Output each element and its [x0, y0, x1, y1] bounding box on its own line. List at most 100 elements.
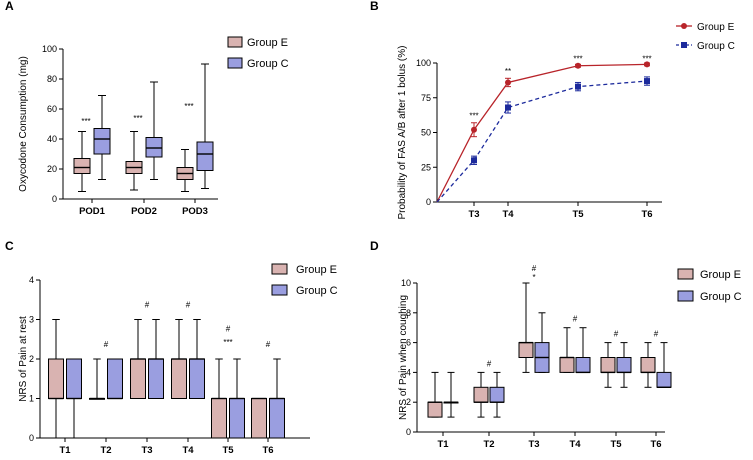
box-group-e — [125, 131, 143, 191]
panel-letter: C — [5, 239, 14, 253]
series-group-e — [436, 61, 650, 203]
x-tick-label: POD2 — [131, 206, 157, 217]
box-group-c — [656, 342, 672, 388]
box-group-e — [251, 397, 267, 439]
x-tick-label: T1 — [59, 445, 71, 456]
data-point — [471, 157, 477, 164]
box-body — [148, 358, 164, 399]
panel-d: D 0 2 4 6 8 10 NRS of Pain when coughing T1 T2 T3 T… — [370, 239, 742, 450]
panel-b: B 0 25 50 75 100 Probability of FAS A/B after … — [370, 0, 735, 220]
y-axis-label: NRS of Pain at rest — [18, 316, 29, 402]
box-body — [640, 357, 656, 373]
box-group-e — [559, 327, 575, 373]
y-tick-label: 0 — [52, 194, 57, 204]
x-tick-label: T1 — [437, 439, 449, 450]
significance-marker: # — [487, 359, 492, 368]
significance-marker: *** — [573, 55, 582, 64]
legend-swatch — [677, 268, 694, 280]
significance-marker: *** — [184, 102, 193, 111]
legend-label: Group C — [697, 41, 735, 52]
significance-marker: # — [573, 315, 578, 324]
box-group-c — [93, 95, 111, 180]
box-group-c — [489, 371, 505, 418]
y-tick-label: 0 — [406, 427, 411, 437]
y-tick-label: 3 — [29, 315, 34, 325]
y-tick-label: 80 — [47, 74, 57, 84]
box-group-c — [145, 81, 163, 180]
panel-letter: D — [370, 239, 379, 253]
y-tick-label: 100 — [42, 44, 57, 54]
y-tick-label: 0 — [426, 197, 431, 207]
box-group-c — [66, 358, 82, 439]
box-group-e — [211, 358, 227, 439]
box-group-c — [534, 312, 550, 373]
x-tick-label: T2 — [100, 445, 111, 456]
box-body — [489, 386, 505, 403]
legend-swatch — [271, 284, 288, 296]
data-point — [575, 83, 581, 90]
significance-marker: # — [532, 264, 537, 273]
box-body — [473, 386, 489, 403]
box-body — [73, 158, 91, 174]
box-group-c — [443, 371, 459, 418]
y-tick-label: 6 — [406, 338, 411, 348]
legend-label: Group E — [697, 22, 735, 33]
legend-swatch — [227, 36, 243, 48]
y-tick-label: 50 — [421, 128, 431, 138]
significance-marker: # — [104, 340, 109, 349]
significance-marker: # — [614, 330, 619, 339]
data-point — [505, 104, 511, 111]
legend-label: Group E — [296, 264, 337, 276]
y-tick-label: 0 — [29, 433, 34, 443]
box-group-c — [107, 358, 123, 400]
box-group-e — [89, 358, 105, 400]
y-tick-label: 2 — [406, 397, 411, 407]
significance-marker: *** — [642, 55, 651, 64]
box-body — [229, 398, 245, 439]
y-tick-label: 4 — [29, 275, 34, 285]
x-tick-label: T5 — [610, 439, 622, 450]
panel-letter: B — [370, 0, 379, 13]
x-tick-label: T3 — [468, 209, 479, 220]
legend-label: Group E — [700, 269, 741, 281]
series-group-c — [436, 76, 650, 203]
x-tick-label: T6 — [650, 439, 661, 450]
y-tick-label: 4 — [406, 367, 411, 377]
box-body — [107, 358, 123, 399]
x-tick-label: T5 — [222, 445, 234, 456]
significance-marker: *** — [223, 338, 232, 347]
legend-marker — [681, 23, 687, 29]
y-tick-label: 75 — [421, 93, 431, 103]
legend: Group E Group C — [677, 268, 742, 303]
box-group-e — [130, 319, 146, 399]
box-body — [130, 358, 146, 399]
legend: Group E Group C — [271, 263, 338, 297]
box-body — [189, 358, 205, 399]
y-tick-label: 100 — [416, 58, 431, 68]
x-tick-label: T4 — [182, 445, 194, 456]
box-body — [656, 371, 672, 388]
box-body — [518, 342, 534, 359]
y-axis-label: NRS of Pain when coughing — [398, 295, 409, 420]
box-body — [145, 137, 163, 158]
box-body — [211, 398, 227, 439]
y-axis-label: Probability of FAS A/B after 1 bolus (%) — [397, 46, 408, 220]
significance-marker: ** — [505, 67, 511, 76]
data-point — [575, 62, 581, 69]
y-tick-label: 10 — [401, 278, 411, 288]
box-body — [559, 357, 575, 373]
series-line — [436, 63, 648, 203]
x-tick-label: T6 — [262, 445, 273, 456]
box-body — [93, 128, 111, 155]
legend: Group E Group C — [227, 36, 289, 70]
significance-marker: *** — [469, 112, 478, 121]
x-tick-label: T4 — [502, 209, 514, 220]
significance-marker: # — [654, 330, 659, 339]
y-tick-label: 60 — [47, 104, 57, 114]
box-body — [171, 358, 187, 399]
x-tick-label: T5 — [572, 209, 584, 220]
panel-c: C 0 1 2 3 4 NRS of Pain at rest T1 T2 T3 T4 T5 T6 # # #… — [5, 239, 338, 456]
y-tick-label: 8 — [406, 308, 411, 318]
box-body — [196, 141, 214, 171]
x-tick-label: POD1 — [79, 206, 106, 217]
